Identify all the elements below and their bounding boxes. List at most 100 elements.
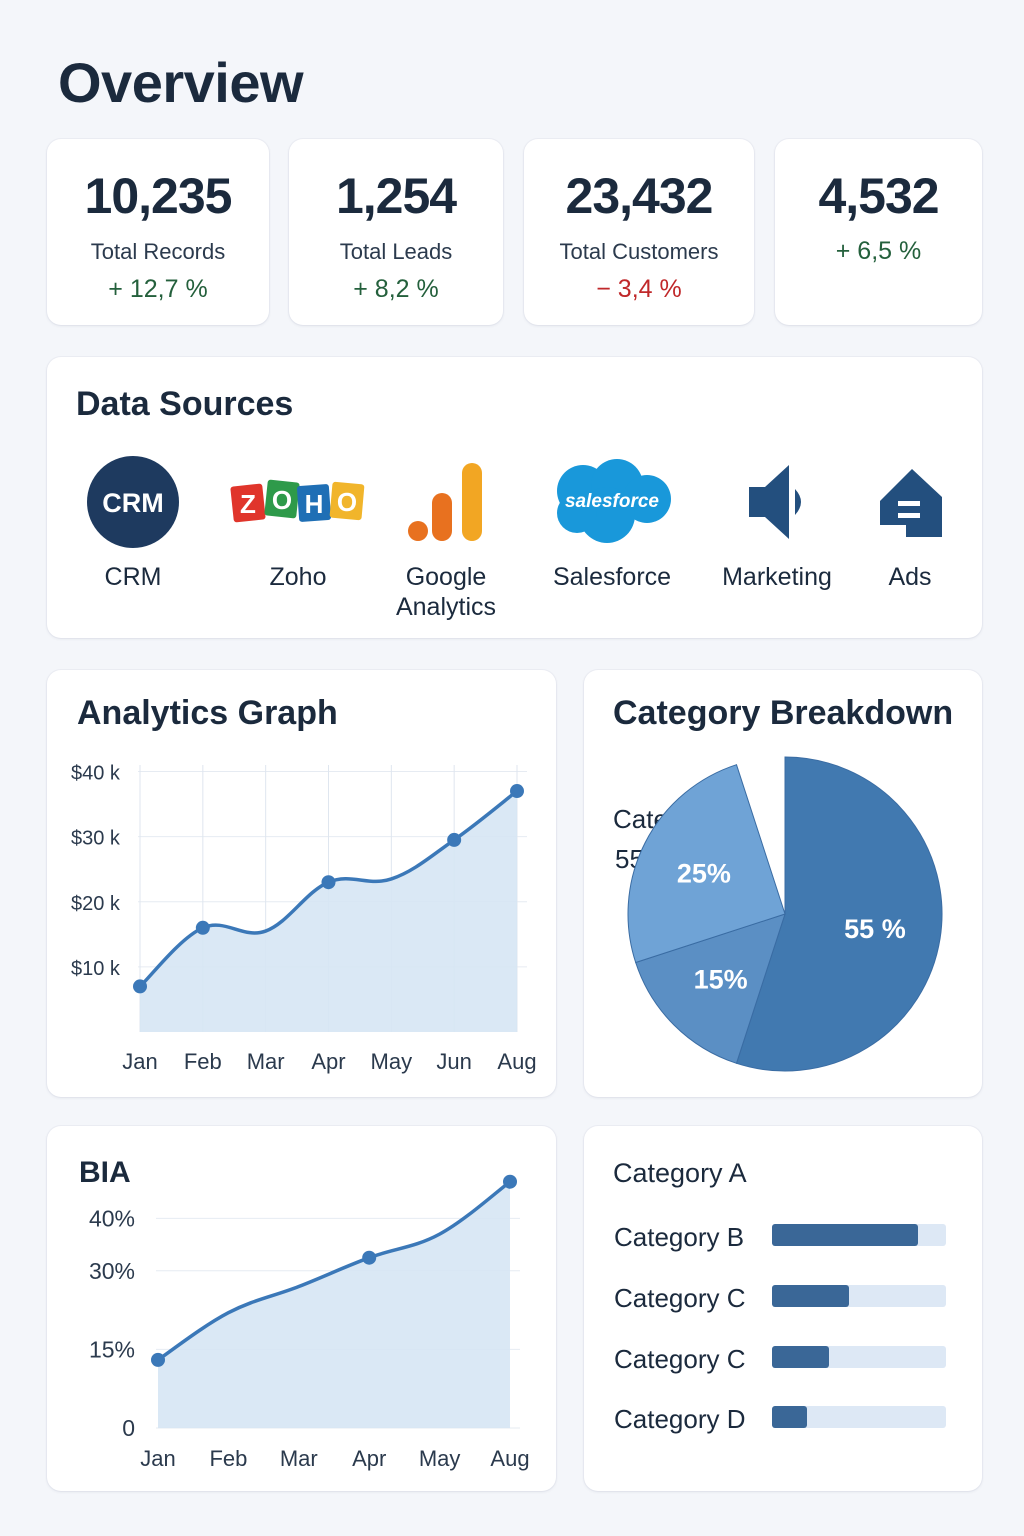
x-tick-label: Aug <box>490 1446 529 1471</box>
x-tick-label: Jan <box>140 1446 175 1471</box>
crm-badge: CRM <box>102 488 164 518</box>
y-tick-label: 40% <box>89 1205 135 1231</box>
category-bar-label: Category D <box>614 1404 746 1434</box>
section-title: BIA <box>79 1156 135 1190</box>
category-bar-track <box>772 1224 946 1246</box>
category-bar-row[interactable]: Category C <box>614 1283 946 1313</box>
category-bar-label: Category B <box>614 1222 745 1252</box>
google-analytics-logo-icon <box>408 463 482 541</box>
source-name: Zoho <box>269 563 327 591</box>
category-pie-chart: 55 % 15% 25% <box>627 756 943 1072</box>
megaphone-icon <box>749 465 801 539</box>
source-name: CRM <box>104 563 162 591</box>
svg-text:O: O <box>272 485 292 515</box>
data-point <box>362 1250 377 1265</box>
salesforce-badge: salesforce <box>565 491 659 512</box>
svg-text:H: H <box>305 489 324 519</box>
source-name: Ads <box>888 563 932 591</box>
y-tick-label: $30 k <box>71 828 121 850</box>
analytics-graph-card: Analytics Graph $10 k $20 k $30 k $40 k Jan F… <box>47 670 556 1097</box>
x-tick-label: Apr <box>352 1446 386 1471</box>
source-google-analytics[interactable]: Google Analytics <box>371 452 521 622</box>
x-tick-label: Apr <box>311 1049 345 1074</box>
series-line <box>156 1179 512 1362</box>
y-tick-label: $10 k <box>71 958 121 980</box>
category-bar-track <box>772 1346 946 1368</box>
y-tick-label: 15% <box>89 1336 135 1362</box>
stat-value: 1,254 <box>335 168 457 224</box>
x-tick-label: Jun <box>436 1049 471 1074</box>
source-marketing[interactable]: Marketing <box>702 452 852 592</box>
stat-card-4[interactable]: 4,532 + 6,5 % <box>775 139 982 325</box>
category-bar-track <box>772 1285 946 1307</box>
x-tick-label: May <box>371 1049 413 1074</box>
stat-change: + 12,7 % <box>108 275 208 303</box>
data-point <box>151 1352 165 1367</box>
source-name: Salesforce <box>552 563 672 591</box>
x-tick-label: Jan <box>122 1049 157 1074</box>
stat-card-total-customers[interactable]: 23,432 Total Customers − 3,4 % <box>524 139 754 325</box>
category-bar-fill <box>772 1406 807 1428</box>
x-tick-label: Aug <box>497 1049 536 1074</box>
stat-label: Total Records <box>90 239 226 264</box>
slice-label: 25% <box>677 859 731 889</box>
zoho-logo-icon: Z O H O <box>230 479 365 523</box>
data-point <box>321 875 336 890</box>
bia-line-chart: 0 15% 30% 40% Jan Feb Mar Apr May Aug <box>89 1174 530 1471</box>
analytics-line-chart: $10 k $20 k $30 k $40 k Jan Feb Mar Apr May Jun Au… <box>71 763 537 1074</box>
category-bar-label: Category C <box>614 1283 746 1313</box>
category-bar-row[interactable]: Category D <box>614 1404 946 1434</box>
stat-change: + 8,2 % <box>353 275 439 303</box>
data-point <box>133 979 147 994</box>
category-bars-card: Category A Category B Category C Categor… <box>584 1126 982 1491</box>
source-crm[interactable]: CRM CRM <box>58 452 208 592</box>
data-sources-card: Data Sources CRM CRM Z O H O Zoho <box>47 357 982 638</box>
section-title: Analytics Graph <box>77 694 338 732</box>
area-fill <box>140 791 517 1032</box>
y-tick-label: $40 k <box>71 763 121 785</box>
stat-card-total-leads[interactable]: 1,254 Total Leads + 8,2 % <box>289 139 503 325</box>
slice-label: 15% <box>694 964 748 994</box>
category-bar-fill <box>772 1285 849 1307</box>
page-title: Overview <box>58 51 304 114</box>
x-tick-label: May <box>419 1446 461 1471</box>
y-tick-label: 30% <box>89 1258 135 1284</box>
section-title: Category A <box>613 1158 747 1188</box>
data-point <box>195 920 210 935</box>
pie-slice <box>735 756 943 1072</box>
bia-graph-card: 0 15% 30% 40% Jan Feb Mar Apr May Aug BIA <box>47 1126 556 1491</box>
stat-change: + 6,5 % <box>835 237 922 265</box>
category-bar-track <box>772 1406 946 1428</box>
category-bar-fill <box>772 1346 830 1368</box>
source-salesforce[interactable]: salesforce Salesforce <box>537 452 687 592</box>
category-bar-row[interactable]: Category C <box>614 1344 946 1374</box>
category-bar-row[interactable]: Category B <box>614 1222 946 1252</box>
pie-slice <box>627 764 786 964</box>
source-ads[interactable]: Ads <box>835 452 985 592</box>
section-title: Data Sources <box>76 385 294 423</box>
stat-label: Total Customers <box>559 239 719 264</box>
source-name: Marketing <box>722 563 832 591</box>
svg-text:Z: Z <box>240 489 256 519</box>
x-tick-label: Feb <box>209 1446 247 1471</box>
x-tick-label: Feb <box>184 1049 222 1074</box>
source-zoho[interactable]: Z O H O Zoho <box>223 452 373 592</box>
category-bar-fill <box>772 1224 919 1246</box>
salesforce-logo-icon: salesforce <box>557 459 671 543</box>
pie-slice <box>635 913 786 1064</box>
stat-card-total-records[interactable]: 10,235 Total Records + 12,7 % <box>47 139 269 325</box>
y-tick-label: 0 <box>122 1415 135 1441</box>
slice-label: 55 % <box>844 914 906 944</box>
stat-change: − 3,4 % <box>596 275 682 303</box>
source-name: Google Analytics <box>395 563 497 621</box>
stat-value: 4,532 <box>818 168 939 224</box>
stat-value: 23,432 <box>565 168 714 224</box>
category-breakdown-card: Category Breakdown Category A 55 % 55 %1… <box>584 670 982 1097</box>
x-tick-label: Mar <box>280 1446 318 1471</box>
stat-label: Total Leads <box>339 239 453 264</box>
data-point <box>510 784 524 799</box>
category-bar-label: Category C <box>614 1344 746 1374</box>
stat-value: 10,235 <box>84 168 233 224</box>
crm-logo-icon: CRM <box>87 456 179 548</box>
section-title: Category Breakdown <box>613 694 954 732</box>
